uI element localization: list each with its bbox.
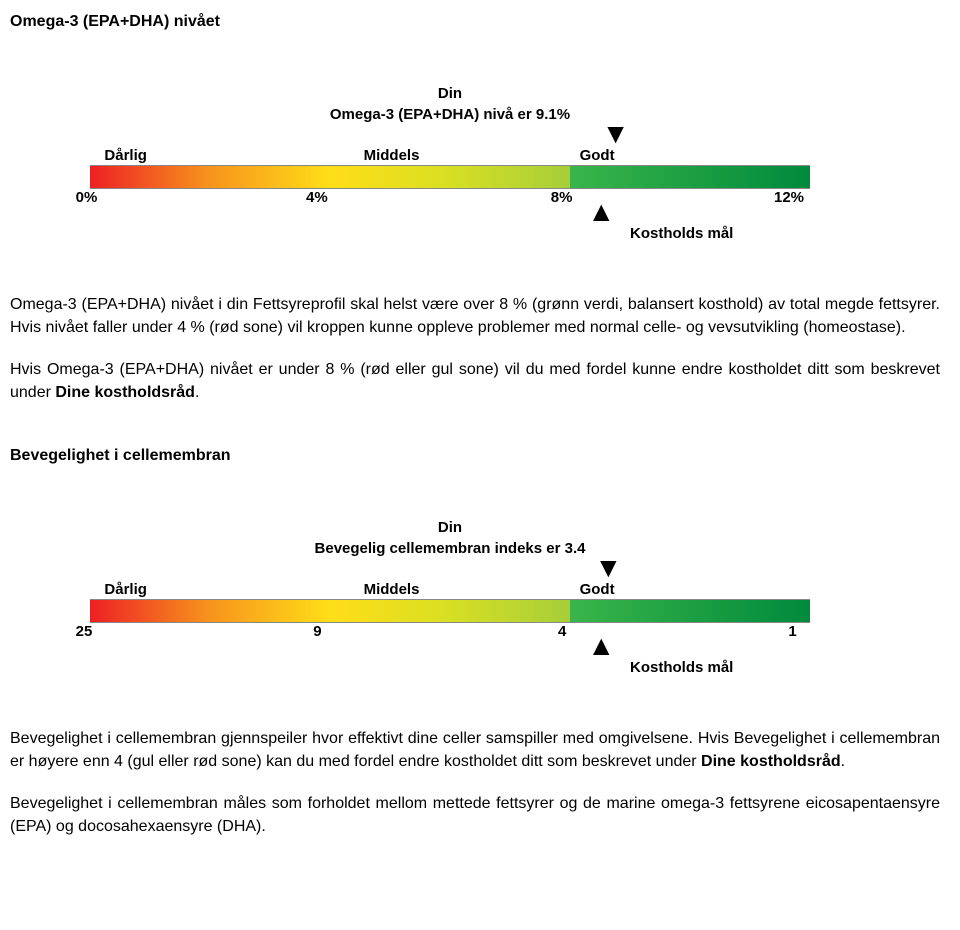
gauge-2-header-line2: Bevegelig cellemembran indeks er 3.4 [315, 540, 586, 557]
gauge-1-header-line2: Omega-3 (EPA+DHA) nivå er 9.1% [330, 106, 570, 123]
gauge-2-label-good: Godt [580, 579, 615, 601]
gauge-1-tick-2: 8% [551, 187, 573, 209]
gauge-2-value-arrow-icon: ▼ [595, 559, 623, 577]
section-2-para-2: Bevegelighet i cellemembran måles som fo… [10, 792, 940, 838]
gauge-1-goal-label: Kostholds mål [630, 223, 733, 245]
section-1-para-2c: . [195, 384, 199, 401]
gauge-2-label-bad: Dårlig [104, 579, 147, 601]
section-2-dine-kostholdsrad: Dine kostholdsråd [701, 753, 841, 770]
gauge-1-goal-arrow-icon: ▲ [587, 203, 615, 221]
section-1-dine-kostholdsrad: Dine kostholdsråd [55, 384, 195, 401]
gauge-1-value-arrow-icon: ▼ [602, 125, 630, 143]
gauge-1-label-bad: Dårlig [104, 145, 147, 167]
section-1-title: Omega-3 (EPA+DHA) nivået [10, 10, 940, 33]
gauge-1-tick-0: 0% [76, 187, 98, 209]
section-1-para-1b: Hvis nivået faller under 4 % (rød sone) … [10, 319, 906, 336]
gauge-1-header: Din Omega-3 (EPA+DHA) nivå er 9.1% [90, 83, 810, 125]
gauge-2-goal-arrow-icon: ▲ [587, 637, 615, 655]
gauge-2-label-mid: Middels [364, 579, 420, 601]
gauge-1-header-line1: Din [438, 85, 462, 102]
gauge-2-tick-3: 1 [788, 621, 796, 643]
section-1-para-1a: Omega-3 (EPA+DHA) nivået i din Fettsyrep… [10, 296, 940, 313]
section-1-para-2: Hvis Omega-3 (EPA+DHA) nivået er under 8… [10, 358, 940, 404]
gauge-1-tick-3: 12% [774, 187, 804, 209]
gauge-2-bar [90, 599, 810, 621]
gauge-2-tick-1: 9 [313, 621, 321, 643]
section-2-title: Bevegelighet i cellemembran [10, 444, 940, 467]
gauge-2-goal-label: Kostholds mål [630, 657, 733, 679]
gauge-1-label-good: Godt [580, 145, 615, 167]
gauge-1-label-mid: Middels [364, 145, 420, 167]
section-2-para-1: Bevegelighet i cellemembran gjennspeiler… [10, 727, 940, 773]
gauge-1-tick-1: 4% [306, 187, 328, 209]
gauge-2-tick-2: 4 [558, 621, 566, 643]
gauge-omega3: Din Omega-3 (EPA+DHA) nivå er 9.1% ▼ Dår… [90, 83, 810, 243]
gauge-2-tick-0: 25 [76, 621, 93, 643]
gauge-2-header: Din Bevegelig cellemembran indeks er 3.4 [90, 517, 810, 559]
section-1-para-1: Omega-3 (EPA+DHA) nivået i din Fettsyrep… [10, 293, 940, 339]
section-2-para-1c: . [841, 753, 845, 770]
gauge-2-header-line1: Din [438, 519, 462, 536]
gauge-1-bar [90, 165, 810, 187]
gauge-membrane: Din Bevegelig cellemembran indeks er 3.4… [90, 517, 810, 677]
